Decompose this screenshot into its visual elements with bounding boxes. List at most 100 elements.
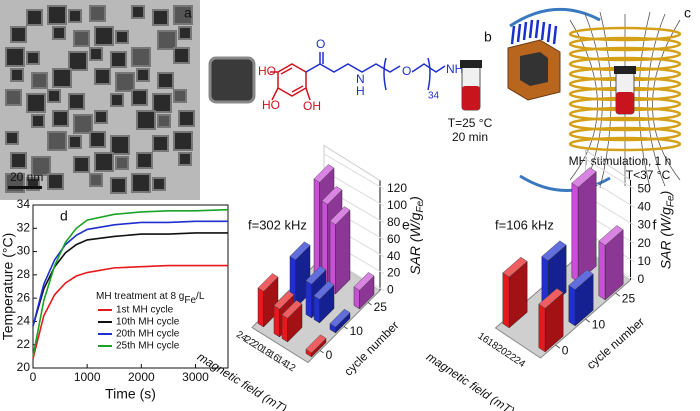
bar-top [568, 269, 594, 290]
nanocube [131, 5, 145, 19]
atom: OH [303, 99, 321, 113]
bar-top [273, 290, 295, 310]
bar-highlight [598, 225, 624, 246]
legend-label: 1st MH cycle [116, 305, 174, 316]
nanocubes [5, 5, 195, 194]
nanocube [173, 131, 193, 151]
bar-highlight [538, 288, 564, 309]
coil-turn [568, 46, 682, 62]
nanocube [136, 152, 153, 169]
y-tick-label: 30 [17, 244, 31, 258]
coil-turn [568, 36, 682, 52]
atom: O [402, 64, 411, 78]
nanocube [10, 26, 27, 43]
y-tick [343, 326, 348, 330]
nanocube [110, 177, 127, 194]
nanocube [10, 152, 27, 169]
bar [329, 308, 351, 334]
nanocube [26, 93, 46, 113]
bar-shade [578, 171, 597, 282]
bar-shade [319, 284, 334, 323]
condition: T<37 °C [626, 168, 671, 182]
nanocube [31, 72, 48, 89]
y-axis-label: Temperature (°C) [0, 233, 16, 341]
x-tick-label: 2000 [128, 370, 155, 384]
bar [571, 167, 597, 283]
line [32, 232, 228, 327]
nanocube [115, 156, 129, 170]
z-tick-label: 100 [387, 198, 407, 212]
nanocube [89, 173, 103, 187]
z-axis-label-part: SAR (W/g [657, 207, 673, 269]
nanocube [94, 68, 111, 85]
scale-bar [8, 186, 42, 189]
vial-cap [460, 60, 482, 68]
bar-top [353, 272, 375, 291]
nanocube [31, 156, 51, 176]
nanocube [89, 131, 106, 148]
nanocube [136, 68, 150, 82]
x-axis-label: Time (s) [105, 386, 156, 402]
nanocube [178, 152, 192, 166]
nanocube [47, 5, 67, 25]
nanocube [47, 173, 64, 190]
nanocube [5, 47, 25, 67]
panel-label: c [684, 5, 691, 21]
bar-top [329, 308, 351, 328]
nanocube [157, 30, 177, 50]
bar-highlight [571, 167, 597, 188]
bar-shade [575, 273, 594, 326]
y-tick-label: 10 [592, 317, 606, 331]
nanocube [68, 51, 88, 71]
nanocube [178, 110, 195, 127]
z-tick-label: 40 [638, 199, 652, 213]
nanocube [157, 114, 171, 128]
bar-top [305, 265, 327, 285]
z-axis-label: SAR (W/gFe) [657, 191, 676, 270]
bar [502, 256, 528, 329]
bar-top [313, 164, 335, 183]
x-axis-label: magnetic field (mT) [424, 350, 517, 411]
y-tick [319, 350, 324, 354]
scale-bar-label: 20 nm [10, 170, 43, 184]
y-tick-label: 24 [17, 314, 31, 328]
bar-front [502, 272, 510, 329]
nanocube [152, 135, 169, 152]
coil-turn [568, 116, 682, 132]
bar-highlight [330, 206, 350, 225]
panel-label: f [653, 217, 657, 233]
nanocube [47, 131, 67, 151]
condition: T=25 °C [448, 116, 493, 130]
bar-top [538, 288, 564, 309]
ring [270, 63, 311, 101]
bar-front [571, 182, 579, 283]
bar [598, 225, 624, 301]
plot-frame [32, 204, 229, 369]
nanocube [89, 5, 106, 22]
bar-highlight [354, 272, 374, 291]
nanocube [178, 26, 192, 40]
bar-highlight [568, 269, 594, 290]
panel-label: a [184, 5, 192, 21]
nanocube [115, 30, 129, 44]
atom: NH [446, 62, 463, 76]
bar-front [598, 240, 606, 301]
nanocube [110, 93, 124, 107]
panel-label: e [402, 217, 410, 233]
nanocube [131, 47, 151, 67]
atom: O [316, 37, 325, 51]
vial-cap [614, 66, 636, 74]
bar-shade [335, 312, 350, 333]
nanocube [131, 173, 151, 193]
z-axis-label: SAR (W/gFe) [407, 196, 426, 275]
atom: H [356, 84, 365, 98]
nanocube [94, 110, 108, 124]
y-tick-label: 32 [17, 220, 31, 234]
z-tick-label: 50 [638, 181, 652, 195]
bar-top [281, 300, 303, 319]
nanocube [68, 93, 85, 110]
subtitle: f=302 kHz [248, 217, 307, 232]
grid-line [585, 158, 635, 190]
y-tick-label: 25 [374, 300, 388, 314]
nanocube [31, 114, 45, 128]
